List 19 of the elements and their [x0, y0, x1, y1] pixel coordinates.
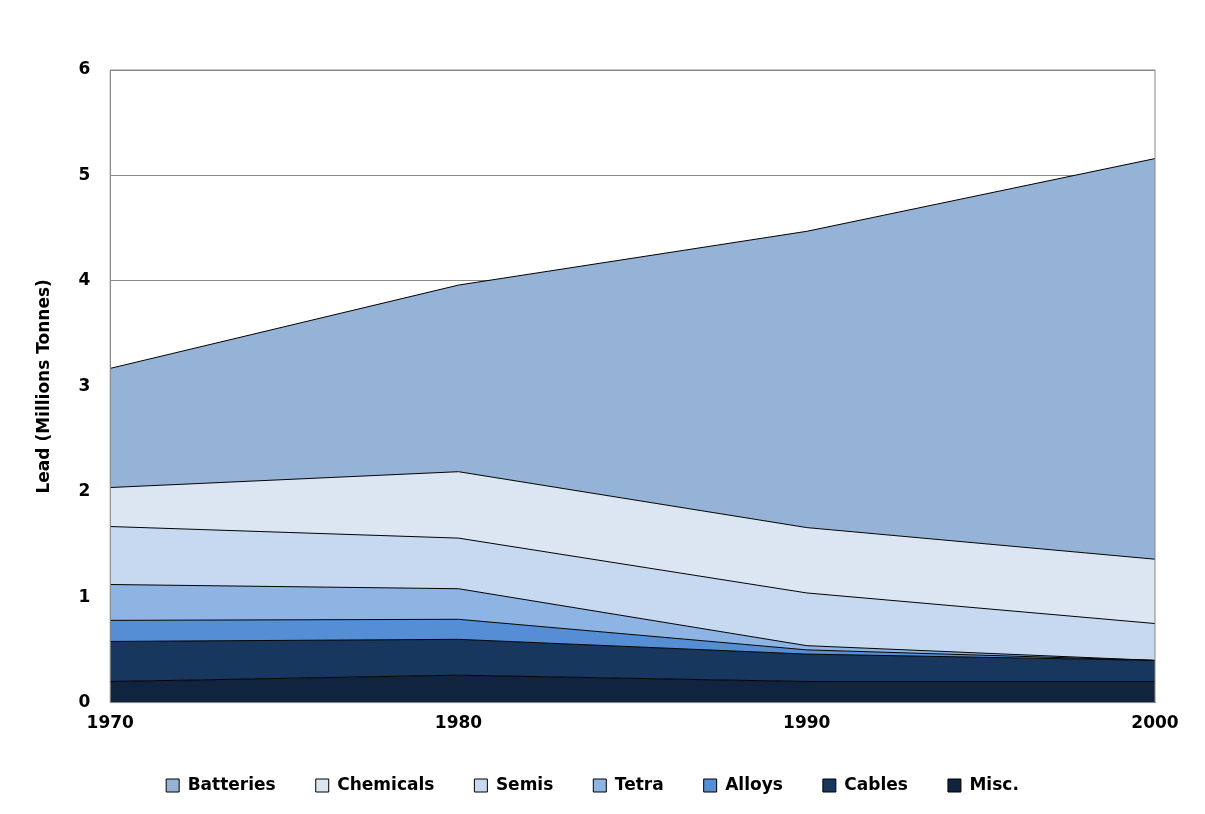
x-tick-label: 1990 [783, 712, 831, 733]
y-tick-label: 0 [78, 691, 91, 712]
y-tick-label: 2 [78, 480, 91, 501]
legend-label: Semis [495, 773, 554, 794]
x-tick-label: 1970 [86, 712, 135, 733]
y-tick-label: 4 [78, 269, 91, 290]
y-tick-label: 6 [78, 58, 91, 79]
y-tick-label: 5 [78, 163, 91, 184]
y-tick-label: 3 [78, 374, 91, 395]
legend-label: Batteries [187, 773, 276, 794]
y-axis-title: Lead (Millions Tonnes) [32, 279, 53, 494]
x-tick-label: 1980 [434, 712, 483, 733]
x-tick-label: 2000 [1131, 712, 1179, 733]
y-tick-label: 1 [78, 585, 91, 606]
legend-label: Alloys [725, 773, 783, 794]
legend-label: Cables [844, 773, 908, 794]
legend-label: Tetra [614, 773, 664, 794]
legend-label: Chemicals [337, 773, 435, 794]
legend-label: Misc. [969, 773, 1019, 794]
